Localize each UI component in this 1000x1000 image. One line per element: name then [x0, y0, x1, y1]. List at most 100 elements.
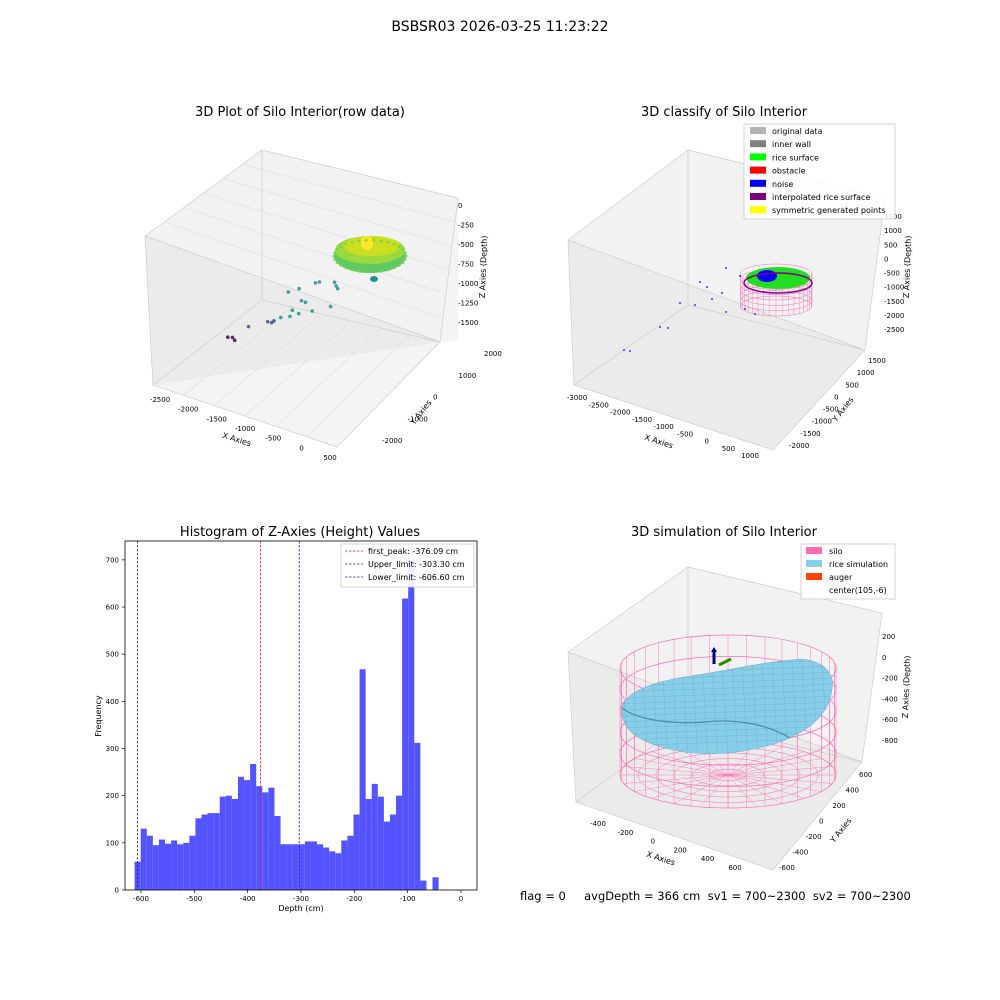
- raw-xlabel: X Axies: [221, 431, 252, 448]
- raw-surface-dot-324: [397, 245, 401, 248]
- sim-ytick-2: -200: [806, 833, 822, 841]
- panel-raw-data: 3D Plot of Silo Interior(row data) -2500…: [144, 105, 502, 462]
- raw-rice-surface: [332, 236, 408, 282]
- raw-xtick-0: -2500: [150, 396, 170, 404]
- hist-bar-30: [317, 844, 324, 890]
- figure-suptitle: BSBSR03 2026-03-25 11:23:22: [391, 19, 608, 35]
- cls-ztick-2: 500: [884, 241, 897, 249]
- sim-xtick-5: 600: [728, 864, 741, 872]
- raw-xtick-1: -2000: [178, 406, 198, 414]
- raw-surface-peak: [361, 236, 373, 250]
- hist-bar-31: [323, 847, 330, 890]
- hist-bar-3: [152, 845, 159, 890]
- sim-rice-mesh-h-7: [621, 701, 833, 711]
- cls-ytick-1: -1500: [800, 430, 820, 438]
- cls-interpolated-ring: [743, 272, 813, 294]
- cls-ytick-6: 1000: [857, 369, 875, 377]
- sim-z-ticks: 200 0 -200 -400 -600 -800: [882, 633, 898, 745]
- raw-surface-dot-144: [339, 264, 343, 267]
- hist-xtick-5: -100: [400, 895, 416, 903]
- raw-y-ticks: -2000 -1000 0 1000 2000: [382, 350, 502, 445]
- raw-surface-dot-120: [350, 268, 354, 272]
- cls-ytick-2: -1000: [812, 418, 832, 426]
- hist-bar-18: [244, 780, 251, 890]
- hist-bar-9: [189, 835, 196, 890]
- raw-point-18: [332, 280, 337, 285]
- raw-xtick-5: 0: [299, 444, 303, 452]
- sim-rice-shadow-edge: [621, 707, 791, 739]
- cls-noise-point-13: [754, 313, 756, 315]
- hist-ytick-4: 400: [106, 698, 119, 706]
- raw-surface-dot-252: [357, 239, 361, 243]
- cls-legend-swatch-0: [750, 127, 766, 134]
- sim-ztick-5: -800: [882, 737, 898, 745]
- hist-bar-39: [371, 783, 378, 890]
- hist-bar-44: [402, 598, 409, 890]
- raw-surface-dot-156: [335, 261, 339, 264]
- sim-legend-label-2: auger: [829, 573, 853, 582]
- hist-xtick-2: -400: [240, 895, 256, 903]
- cls-xtick-1: -2500: [588, 401, 608, 409]
- cls-noise-point-11: [739, 275, 741, 277]
- sim-rice-mesh-v-12: [741, 659, 749, 754]
- cls-silo-ring-5: [739, 290, 813, 311]
- raw-surface-dot-348: [403, 251, 407, 255]
- raw-point-10: [296, 311, 301, 316]
- cls-xtick-2: -2000: [610, 409, 630, 417]
- sim-rice-mesh-v-9: [711, 659, 719, 754]
- raw-surface-dot-48: [392, 266, 396, 270]
- hist-bar-34: [341, 840, 348, 890]
- raw-surface-dot-276: [372, 238, 376, 242]
- raw-surface-dot-288: [379, 239, 383, 243]
- hist-bar-17: [237, 776, 245, 890]
- sim-legend-label-1: rice simulation: [829, 560, 888, 569]
- raw-ytick-3: 1000: [459, 372, 477, 380]
- cls-legend-swatch-1: [750, 140, 766, 148]
- raw-surface-dot-36: [397, 264, 401, 267]
- cls-xtick-6: 0: [705, 438, 709, 446]
- sim-rice-mesh-h-11: [621, 725, 833, 735]
- sim-rice-mesh-h-6: [621, 695, 833, 705]
- sim-xtick-1: -200: [617, 829, 633, 837]
- hist-bar-47: [420, 880, 427, 890]
- sim-legend-label-3: center(105,-6): [829, 586, 887, 595]
- sim-xlabel: X Axies: [645, 850, 676, 868]
- raw-surface-dot-108: [357, 269, 361, 273]
- hist-bar-4: [158, 839, 165, 890]
- sim-title: 3D simulation of Silo Interior: [631, 525, 818, 540]
- sim-xtick-0: -400: [590, 820, 606, 828]
- raw-x-ticks: -2500 -2000 -1500 -1000 -500 0 500: [150, 396, 337, 462]
- cls-noise-point-5: [694, 304, 696, 306]
- raw-point-2: [232, 338, 237, 343]
- hist-bar-8: [183, 842, 190, 890]
- hist-xtick-0: -600: [133, 895, 149, 903]
- cls-ztick-4: -500: [884, 270, 900, 278]
- hist-bar-16: [231, 798, 238, 890]
- hist-legend: first_peak: -376.09 cm Upper_limit: -303.…: [340, 543, 475, 588]
- hist-ytick-3: 300: [106, 745, 119, 753]
- raw-point-21: [328, 304, 333, 309]
- sim-xtick-4: 400: [701, 855, 714, 863]
- cls-noise-point-2: [659, 326, 661, 328]
- sim-legend-swatch-2: [806, 573, 822, 580]
- cls-legend-label-0: original data: [772, 127, 823, 136]
- hist-bar-49: [432, 877, 439, 890]
- sim-silo-floor-spoke-165: [623, 766, 833, 784]
- raw-xtick-2: -1500: [206, 415, 226, 423]
- cls-xtick-5: -500: [677, 430, 693, 438]
- raw-gridlines: [164, 164, 456, 437]
- hist-bar-13: [213, 813, 220, 890]
- cls-noise-point-6: [699, 281, 701, 283]
- sim-xtick-2: 0: [651, 838, 655, 846]
- cls-legend-label-3: obstacle: [772, 167, 806, 176]
- classify-silo-cylinder: [739, 263, 813, 317]
- raw-point-0: [226, 335, 230, 339]
- raw-surface-dot-216: [339, 245, 343, 248]
- cls-ztick-7: -2000: [884, 312, 904, 320]
- hist-legend-frame: [340, 543, 475, 588]
- hist-bar-1: [140, 828, 147, 890]
- cls-legend-label-2: rice surface: [772, 153, 819, 162]
- sim-ztick-1: 0: [882, 654, 886, 662]
- raw-surface-dot-180: [332, 254, 336, 258]
